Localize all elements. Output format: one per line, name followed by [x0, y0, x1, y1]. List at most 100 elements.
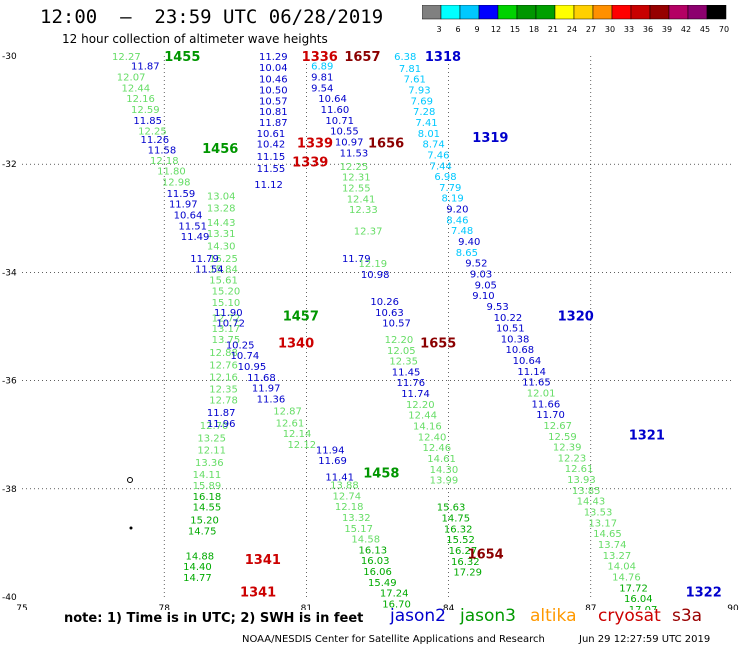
wave-height-value: 8.46: [446, 215, 468, 226]
wave-height-value: 12.88: [209, 348, 238, 359]
wave-height-value: 12.35: [209, 385, 238, 396]
wave-height-value: 15.20: [190, 516, 219, 527]
x-tick-label: 90: [727, 604, 739, 610]
legend-jason2: jason2: [390, 606, 446, 626]
wave-height-value: 8.19: [441, 194, 463, 205]
wave-height-value: 11.76: [396, 378, 425, 389]
wave-height-value: 13.32: [342, 513, 371, 524]
wave-height-value: 14.30: [430, 465, 459, 476]
wave-height-value: 12.74: [332, 491, 361, 502]
wave-height-value: 13.17: [212, 324, 241, 335]
chart-plot: 75 78 81 84 87 90 -30 -32 -34 -36 -38 -40 12.27 12.0…: [2, 50, 739, 610]
wave-height-value: 10.63: [375, 308, 404, 319]
wave-height-value: 11.36: [257, 394, 286, 405]
wave-height-value: 13.25: [197, 433, 226, 444]
wave-height-value: 14.75: [441, 513, 470, 524]
wave-height-value: 10.68: [505, 345, 534, 356]
wave-height-value: 10.64: [174, 211, 203, 222]
wave-height-value: 9.40: [458, 237, 480, 248]
wave-height-value: 16.06: [363, 567, 392, 578]
wave-height-value: 9.53: [487, 302, 509, 313]
wave-height-value: 10.50: [259, 86, 288, 97]
color-scale-label: 6: [455, 25, 460, 34]
wave-height-value: 11.60: [321, 105, 350, 116]
footer-credit: NOAA/NESDIS Center for Satellite Applica…: [242, 634, 545, 645]
wave-height-value: 11.45: [392, 367, 421, 378]
wave-height-value: 10.97: [335, 137, 364, 148]
wave-height-value: 8.74: [423, 140, 445, 151]
wave-height-value: 10.38: [501, 334, 530, 345]
wave-height-value: 7.93: [408, 86, 430, 97]
wave-height-value: 17.24: [380, 589, 409, 600]
wave-height-value: 11.85: [133, 116, 162, 127]
wave-height-value: 13.93: [567, 475, 596, 486]
color-scale-label: 18: [529, 25, 539, 34]
pass-number-label: 1654: [468, 548, 504, 563]
wave-height-value: 10.95: [238, 362, 267, 373]
wave-height-value: 14.43: [207, 218, 236, 229]
wave-height-value: 10.57: [259, 96, 288, 107]
wave-height-value: 15.52: [446, 535, 475, 546]
pass-number-label: 1339: [292, 155, 328, 170]
wave-height-value: 7.48: [451, 226, 473, 237]
wave-height-value: 11.66: [532, 399, 561, 410]
wave-height-value: 12.37: [354, 227, 383, 238]
y-tick-label: -34: [2, 268, 17, 278]
wave-height-value: 10.74: [231, 351, 260, 362]
wave-height-value: 11.80: [157, 167, 186, 178]
wave-height-value: 13.04: [207, 192, 236, 203]
wave-height-value: 12.23: [558, 453, 587, 464]
wave-height-value: 12.40: [418, 432, 447, 443]
wave-height-value: 7.44: [430, 161, 452, 172]
wave-height-value: 8.01: [418, 129, 440, 140]
wave-height-value: 10.64: [318, 94, 347, 105]
wave-height-value: 9.54: [311, 83, 333, 94]
pass-number-label: 1319: [472, 131, 508, 146]
wave-height-value: 13.99: [430, 476, 459, 487]
wave-height-value: 14.16: [413, 422, 442, 433]
wave-height-value: 11.87: [259, 118, 288, 129]
wave-height-value: 11.55: [257, 164, 286, 175]
wave-height-value: 12.55: [342, 183, 371, 194]
pass-number-label: 1336: [302, 50, 338, 65]
pass-number-label: 1656: [368, 137, 404, 152]
color-scale-label: 36: [643, 25, 653, 34]
wave-height-value: 10.26: [370, 297, 399, 308]
wave-height-value: 12.19: [359, 259, 388, 270]
wave-height-value: 12.39: [553, 443, 582, 454]
legend-cryosat: cryosat: [598, 606, 661, 626]
wave-height-value: 15.20: [212, 286, 241, 297]
wave-height-value: 10.81: [259, 107, 288, 118]
wave-height-value: 10.25: [226, 340, 255, 351]
wave-height-value: 12.18: [335, 502, 364, 513]
wave-height-value: 12.16: [126, 94, 155, 105]
wave-height-value: 12.01: [527, 389, 556, 400]
wave-height-value: 15.84: [209, 265, 238, 276]
wave-height-value: 12.46: [423, 443, 452, 454]
wave-height-value: 10.46: [259, 75, 288, 86]
wave-height-value: 11.79: [342, 254, 371, 265]
wave-height-value: 15.25: [209, 254, 238, 265]
wave-height-value: 7.69: [411, 96, 433, 107]
wave-height-value: 10.72: [216, 319, 245, 330]
footer-timestamp: Jun 29 12:27:59 UTC 2019: [579, 634, 711, 645]
wave-height-value: 14.04: [607, 562, 636, 573]
color-scale-label: 42: [681, 25, 691, 34]
wave-height-value: 10.04: [259, 63, 288, 74]
y-tick-label: -30: [2, 52, 17, 62]
wave-height-value: 14.77: [183, 573, 212, 584]
color-scale-label: 21: [548, 25, 558, 34]
wave-height-value: 10.71: [325, 116, 354, 127]
pass-number-label: 1320: [558, 310, 594, 325]
wave-height-value: 14.11: [193, 470, 222, 481]
wave-height-value: 11.59: [167, 189, 196, 200]
wave-height-value: 13.28: [207, 203, 236, 214]
wave-height-value: 11.96: [207, 419, 236, 430]
wave-height-value: 13.53: [584, 508, 613, 519]
wave-height-value: 14.55: [193, 503, 222, 514]
wave-height-value: 14.30: [207, 241, 236, 252]
wave-height-value: 11.65: [522, 378, 551, 389]
pass-number-label: 1318: [425, 50, 461, 65]
